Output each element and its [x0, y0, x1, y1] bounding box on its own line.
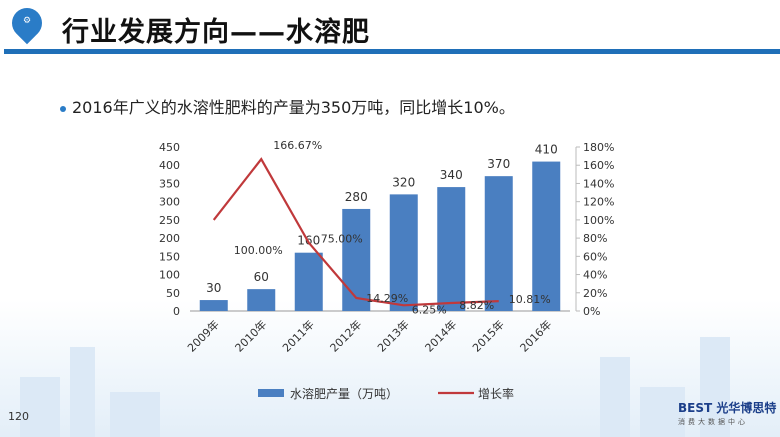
- line-data-label: 100.00%: [234, 244, 283, 257]
- company-logo: BEST 光华博思特 消费大数据中心: [678, 399, 776, 427]
- logo-tagline: 消费大数据中心: [678, 418, 748, 426]
- left-axis-tick-label: 400: [159, 159, 180, 172]
- right-axis-tick-label: 160%: [583, 159, 614, 172]
- line-data-label: 14.29%: [366, 292, 408, 305]
- bar: [484, 176, 513, 311]
- left-axis-tick-label: 0: [173, 305, 180, 318]
- tractor-icon: ⚙: [22, 16, 32, 26]
- legend-line-label: 增长率: [478, 386, 514, 401]
- bar: [342, 208, 371, 311]
- bar-data-label: 30: [206, 281, 221, 295]
- page-number: 120: [8, 410, 29, 423]
- bar: [532, 161, 561, 311]
- x-axis-tick-label: 2014年: [422, 317, 459, 354]
- x-axis-tick-label: 2012年: [327, 317, 364, 354]
- bar-data-label: 370: [487, 157, 510, 171]
- right-axis-tick-label: 180%: [583, 141, 614, 154]
- growth-rate-line: [212, 157, 499, 307]
- right-axis-tick-label: 100%: [583, 214, 614, 227]
- right-axis-tick-label: 80%: [583, 232, 607, 245]
- x-axis-tick-label: 2009年: [184, 317, 221, 354]
- bar: [437, 187, 466, 311]
- legend-bar-label: 水溶肥产量（万吨）: [290, 386, 398, 401]
- logo-name: BEST 光华博思特: [678, 401, 777, 415]
- background-cityscape: [0, 300, 780, 437]
- bar-data-label: 320: [392, 175, 415, 189]
- x-axis-tick-label: 2011年: [279, 317, 316, 354]
- right-axis-tick-label: 20%: [583, 287, 607, 300]
- left-axis-tick-label: 200: [159, 232, 180, 245]
- right-axis-tick-label: 40%: [583, 269, 607, 282]
- legend-bar-swatch: [258, 389, 284, 397]
- left-axis-tick-label: 250: [159, 214, 180, 227]
- line-data-label: 6.25%: [412, 303, 447, 316]
- bullet-text: 2016年广义的水溶性肥料的产量为350万吨，同比增长10%。: [72, 98, 515, 117]
- left-axis-tick-label: 100: [159, 269, 180, 282]
- line-data-label: 10.81%: [509, 293, 551, 306]
- left-axis-tick-label: 350: [159, 177, 180, 190]
- right-axis-tick-label: 120%: [583, 196, 614, 209]
- line-data-label: 75.00%: [321, 233, 363, 246]
- x-axis-tick-label: 2010年: [232, 317, 269, 354]
- left-axis-tick-label: 150: [159, 250, 180, 263]
- bar-data-label: 280: [345, 190, 368, 204]
- bar: [389, 194, 418, 311]
- left-axis-tick-label: 300: [159, 196, 180, 209]
- x-axis-tick-label: 2016年: [517, 317, 554, 354]
- line-data-label: 166.67%: [273, 139, 322, 152]
- bar-data-label: 340: [440, 168, 463, 182]
- title-divider: [4, 49, 780, 54]
- right-axis-tick-label: 140%: [583, 177, 614, 190]
- bar-data-label: 410: [535, 143, 558, 157]
- bar: [247, 289, 276, 311]
- x-axis-tick-label: 2015年: [469, 317, 506, 354]
- right-axis-tick-label: 60%: [583, 250, 607, 263]
- line-data-label: 8.82%: [459, 299, 494, 312]
- left-axis-tick-label: 50: [166, 287, 180, 300]
- x-axis-tick-label: 2013年: [374, 317, 411, 354]
- page-title: 行业发展方向——水溶肥: [62, 17, 370, 48]
- bullet-dot-icon: [60, 105, 66, 112]
- bar-data-label: 60: [254, 270, 269, 284]
- right-axis-tick-label: 0%: [583, 305, 600, 318]
- left-axis-tick-label: 450: [159, 141, 180, 154]
- bullet-point: 2016年广义的水溶性肥料的产量为350万吨，同比增长10%。: [60, 94, 515, 118]
- bar: [294, 252, 323, 311]
- bar: [199, 300, 228, 311]
